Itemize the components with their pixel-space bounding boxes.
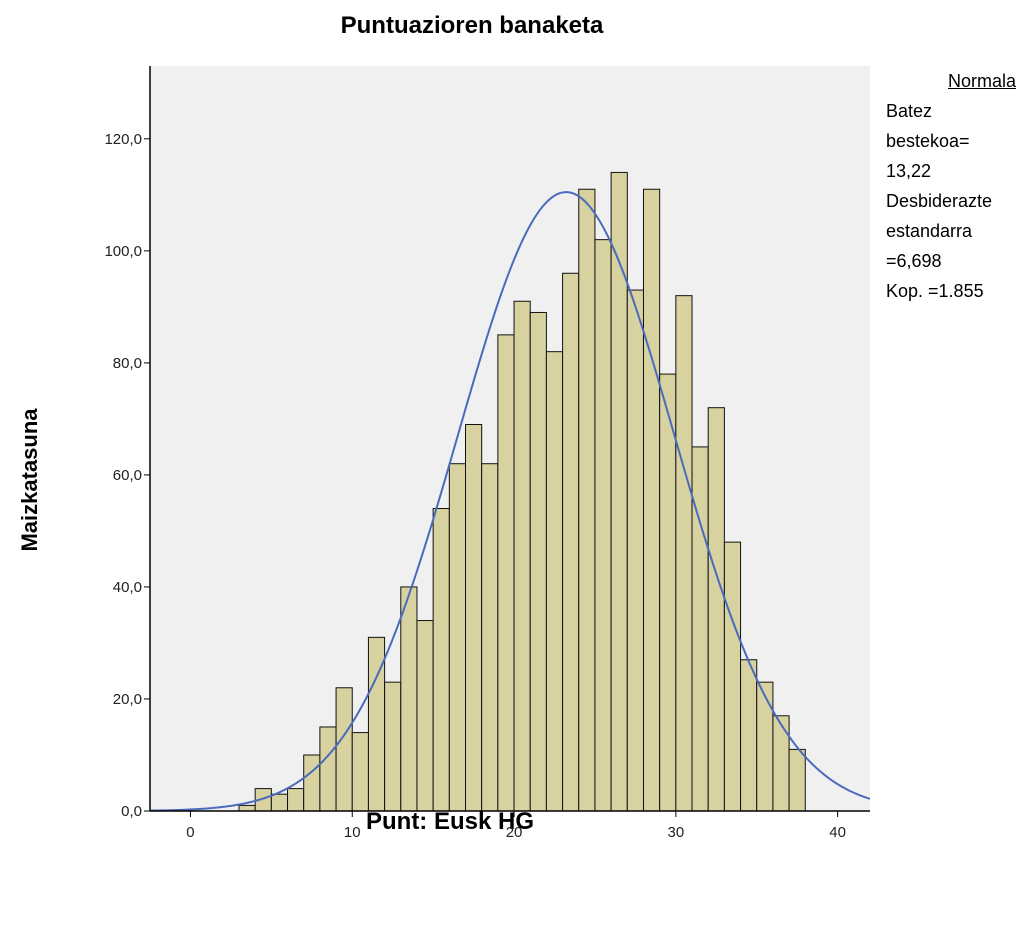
- histogram-bar: [416, 620, 434, 812]
- x-tick-label: 40: [829, 824, 846, 841]
- histogram-bar: [400, 586, 418, 812]
- legend-line: Desbiderazte: [886, 191, 993, 211]
- histogram-bar: [303, 754, 321, 812]
- legend-line: bestekoa=: [886, 131, 970, 151]
- histogram-bar: [610, 171, 628, 812]
- histogram-bar: [319, 726, 337, 812]
- legend-line: Kop. =1.855: [886, 281, 984, 301]
- histogram-bar: [675, 295, 693, 812]
- histogram-bar: [529, 311, 547, 812]
- histogram-bar: [481, 463, 499, 812]
- histogram-bar: [756, 681, 774, 812]
- histogram-bar: [578, 188, 596, 812]
- x-tick-label: 30: [667, 824, 684, 841]
- histogram-bar: [659, 373, 677, 812]
- y-tick-label: 20,0: [113, 691, 142, 708]
- y-tick-label: 120,0: [104, 131, 142, 148]
- histogram-bar: [497, 334, 515, 812]
- histogram-bar: [335, 687, 353, 812]
- x-tick-label: 10: [344, 824, 361, 841]
- y-tick-label: 0,0: [121, 803, 142, 820]
- histogram-bar: [238, 804, 256, 812]
- y-tick-label: 60,0: [113, 467, 142, 484]
- histogram-bar: [772, 715, 790, 812]
- histogram-bar: [723, 541, 742, 812]
- histogram-bar: [562, 272, 580, 812]
- y-tick-label: 80,0: [113, 355, 142, 372]
- histogram-bar: [788, 748, 806, 812]
- histogram-bar: [642, 188, 661, 812]
- histogram-bar: [513, 300, 531, 812]
- legend: Normala Batez bestekoa= 13,22 Desbideraz…: [886, 66, 1016, 306]
- legend-line: 13,22: [886, 161, 932, 181]
- histogram-bar: [384, 681, 402, 812]
- histogram-bar: [626, 289, 644, 812]
- histogram-bar: [432, 508, 450, 812]
- histogram-bar: [594, 239, 612, 812]
- y-tick-label: 100,0: [104, 243, 142, 260]
- legend-line: Batez: [886, 101, 933, 121]
- x-tick-label: 20: [506, 824, 523, 841]
- histogram-bar: [707, 407, 725, 812]
- legend-line: =6,698: [886, 251, 942, 271]
- histogram-bar: [740, 659, 758, 812]
- y-tick-label: 40,0: [113, 579, 142, 596]
- histogram-bar: [545, 351, 564, 812]
- histogram-bar: [270, 793, 289, 812]
- legend-series-name: Normala: [947, 71, 1016, 91]
- histogram-bar: [351, 732, 369, 812]
- legend-header: Normala: [886, 66, 1016, 96]
- legend-line: estandarra: [886, 221, 973, 241]
- normal-curve: [149, 191, 871, 812]
- x-tick-label: 0: [186, 824, 194, 841]
- histogram-bar: [287, 788, 305, 812]
- histogram-bar: [448, 463, 467, 812]
- x-axis-label: Punt: Eusk HG: [365, 808, 534, 835]
- histogram-bar: [465, 423, 483, 812]
- chart-title: Puntuazioren banaketa: [340, 12, 604, 39]
